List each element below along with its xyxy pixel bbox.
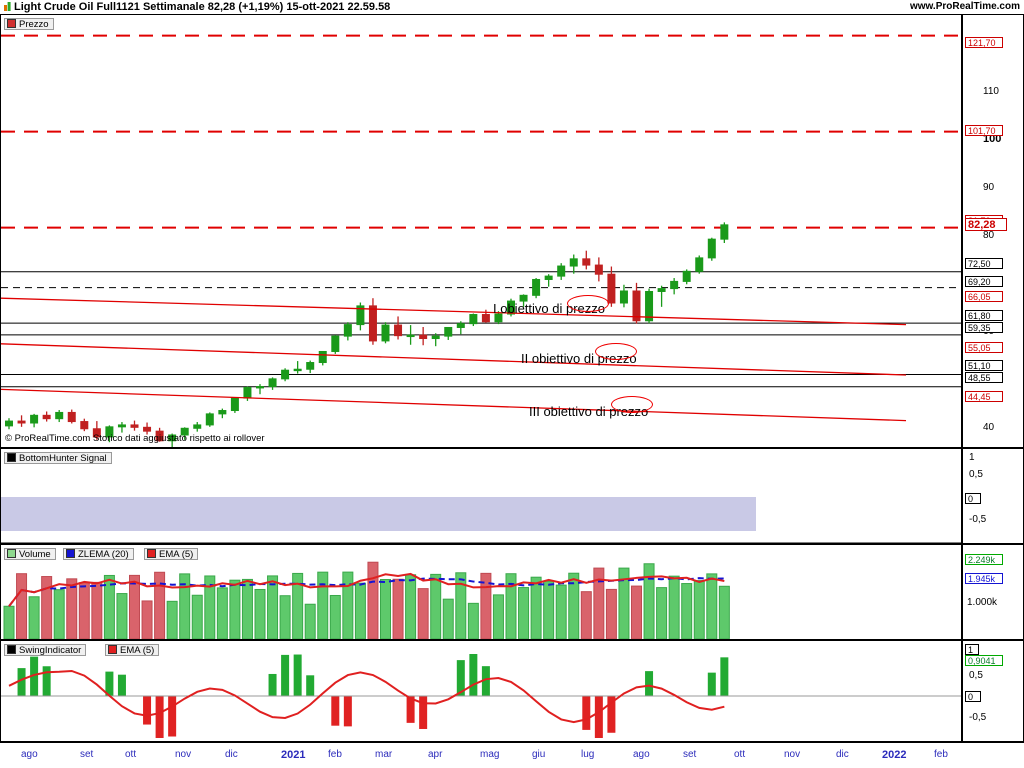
volume-pane: Volume ZLEMA (20) EMA (5) — [0, 544, 962, 640]
bottomhunter-y-axis[interactable]: 1 0,5 0 -0,5 — [962, 448, 1024, 544]
xtick-feb: feb — [328, 749, 342, 760]
swing-tick-m05: -0,5 — [969, 712, 987, 723]
price-level-tag-0: 121,70 — [965, 37, 1003, 48]
xtick-mag: mag — [480, 749, 500, 760]
xtick-set: set — [80, 749, 94, 760]
volume-plot-area — [1, 545, 961, 639]
instrument-title-text: Light Crude Oil Full1121 Settimanale 82,… — [14, 1, 391, 13]
xtick-ott: ott — [734, 749, 746, 760]
swing-y-axis[interactable]: 1 0,9041 0,5 0 -0,5 — [962, 640, 1024, 742]
swing-tag-1: 1 — [965, 644, 979, 655]
volume-tick-1000k: 1.000k — [967, 597, 998, 608]
price-plot-area — [1, 15, 961, 447]
swing-tag-value: 0,9041 — [965, 655, 1003, 666]
zlema-swatch — [66, 549, 75, 558]
copyright-note: © ProRealTime.com Storico dati aggiustat… — [5, 433, 265, 444]
copyright-text: © ProRealTime.com — [5, 433, 91, 444]
legend-ema5-volume[interactable]: EMA (5) — [144, 548, 199, 560]
price-ytick-90: 90 — [983, 181, 995, 193]
volume-tag-zlema: 1.945k — [965, 573, 1003, 584]
legend-swing-label: SwingIndicator — [19, 645, 82, 656]
legend-price[interactable]: Prezzo — [4, 18, 54, 30]
price-swatch — [7, 19, 16, 28]
bottomhunter-svg — [1, 497, 961, 543]
swing-swatch — [7, 645, 16, 654]
price-level-tag-7: 59,35 — [965, 322, 1003, 333]
legend-ema5-swing[interactable]: EMA (5) — [105, 644, 160, 656]
instrument-icon — [4, 2, 11, 11]
price-level-tag-5: 66,05 — [965, 291, 1003, 302]
xtick-ott: ott — [125, 749, 137, 760]
volume-y-axis[interactable]: 2.249k 1.945k 1.000k — [962, 544, 1024, 640]
xtick-ago: ago — [21, 749, 38, 760]
bottomhunter-swatch — [7, 453, 16, 462]
price-level-tag-3: 72,50 — [965, 258, 1003, 269]
xtick-ago: ago — [633, 749, 650, 760]
swing-svg — [1, 654, 961, 738]
copyright-note-text: Storico dati aggiustato rispetto ai roll… — [92, 433, 265, 444]
price-ytick-40: 40 — [983, 421, 995, 433]
swing-tick-05: 0,5 — [969, 670, 983, 681]
legend-zlema-label: ZLEMA (20) — [78, 549, 129, 560]
marker-ellipse-i — [567, 295, 609, 312]
price-pane: I obiettivo di prezzo II obiettivo di pr… — [0, 14, 962, 448]
ema5-swing-swatch — [108, 645, 117, 654]
site-label: www.ProRealTime.com — [909, 1, 1020, 12]
xtick-dic: dic — [225, 749, 238, 760]
legend-volume[interactable]: Volume — [4, 548, 56, 560]
legend-zlema[interactable]: ZLEMA (20) — [63, 548, 134, 560]
price-level-tag-9: 51,10 — [965, 360, 1003, 371]
xtick-2022: 2022 — [882, 749, 907, 761]
price-level-tag-8: 55,05 — [965, 342, 1003, 353]
price-level-tag-1: 101,70 — [965, 125, 1003, 136]
price-y-axis[interactable]: 405060708090100110120 121,70101,7081,707… — [962, 14, 1024, 448]
bh-tag-0: 0 — [965, 493, 981, 504]
bh-tick-m05: -0,5 — [969, 514, 987, 525]
legend-bottomhunter-label: BottomHunter Signal — [19, 453, 107, 464]
current-price-tag: 82,28 — [965, 218, 1007, 231]
xtick-lug: lug — [581, 749, 595, 760]
xtick-2021: 2021 — [281, 749, 306, 761]
bottomhunter-plot-area — [1, 449, 961, 543]
title-bar: Light Crude Oil Full1121 Settimanale 82,… — [0, 0, 1024, 14]
legend-swing[interactable]: SwingIndicator — [4, 644, 87, 656]
xtick-nov: nov — [784, 749, 801, 760]
instrument-title: Light Crude Oil Full1121 Settimanale 82,… — [4, 0, 390, 14]
legend-price-label: Prezzo — [19, 19, 49, 30]
price-level-tag-10: 48,55 — [965, 372, 1003, 383]
xtick-giu: giu — [532, 749, 546, 760]
volume-tag-max: 2.249k — [965, 554, 1003, 565]
xtick-set: set — [683, 749, 697, 760]
volume-svg — [3, 561, 730, 639]
price-level-tag-6: 61,80 — [965, 310, 1003, 321]
price-ytick-80: 80 — [983, 229, 995, 241]
marker-ellipse-iii — [611, 396, 653, 413]
xtick-nov: nov — [175, 749, 192, 760]
xtick-mar: mar — [375, 749, 393, 760]
price-svg — [1, 34, 961, 447]
legend-volume-label: Volume — [19, 549, 51, 560]
bh-tick-1: 1 — [969, 452, 975, 463]
price-ytick-110: 110 — [983, 85, 999, 97]
ema5-vol-swatch — [147, 549, 156, 558]
x-axis[interactable]: ago set ott nov dic 2021 feb mar apr mag giu lug ago… — [0, 742, 1024, 768]
swing-pane: SwingIndicator EMA (5) — [0, 640, 962, 742]
volume-swatch — [7, 549, 16, 558]
swing-plot-area — [1, 641, 961, 741]
xtick-dic: dic — [836, 749, 849, 760]
legend-bottomhunter[interactable]: BottomHunter Signal — [4, 452, 112, 464]
bh-tick-05: 0,5 — [969, 469, 983, 480]
bottomhunter-pane: BottomHunter Signal — [0, 448, 962, 544]
xtick-feb: feb — [934, 749, 948, 760]
legend-ema5-vol-label: EMA (5) — [159, 549, 194, 560]
xtick-apr: apr — [428, 749, 443, 760]
marker-ellipse-ii — [595, 343, 637, 360]
price-level-tag-11: 44,45 — [965, 391, 1003, 402]
swing-tag-0: 0 — [965, 691, 981, 702]
legend-ema5-swing-label: EMA (5) — [120, 645, 155, 656]
price-level-tag-4: 69,20 — [965, 276, 1003, 287]
